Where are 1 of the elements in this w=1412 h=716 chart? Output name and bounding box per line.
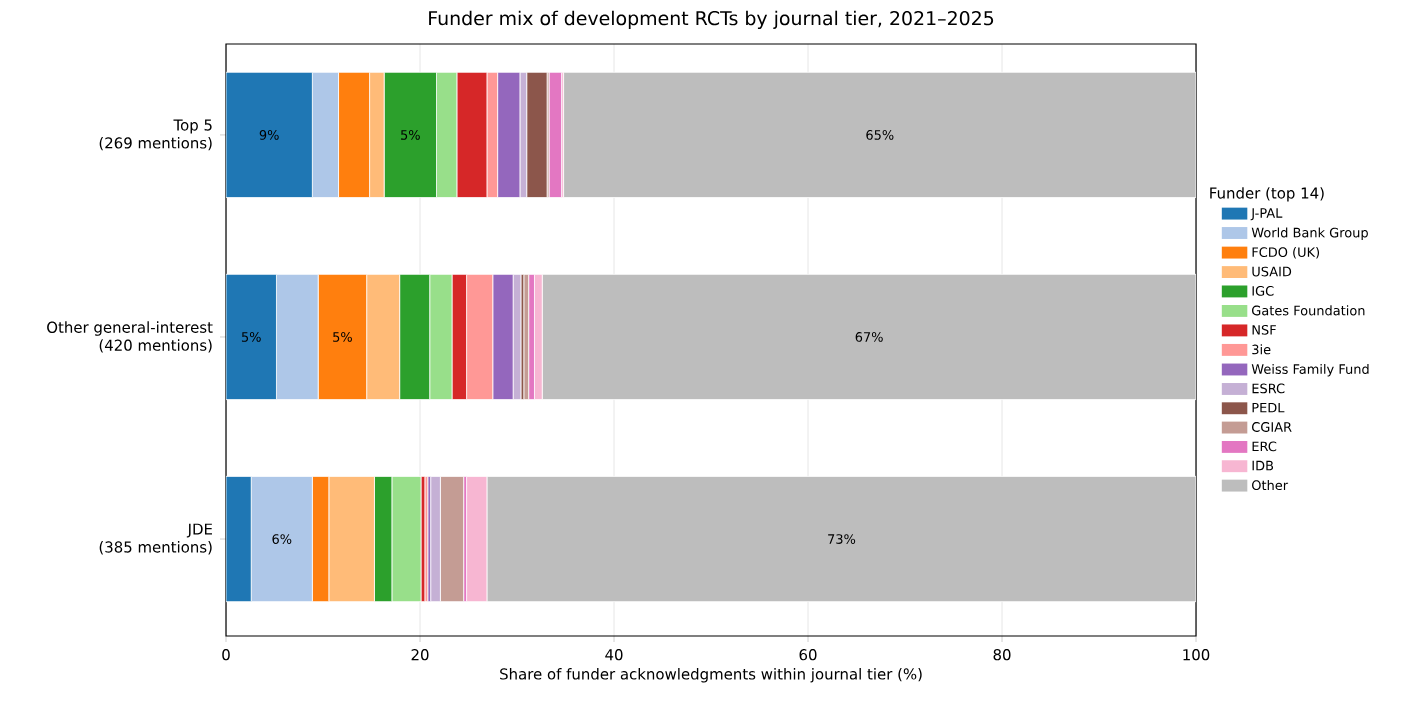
chart-title: Funder mix of development RCTs by journal tier, 2021–2025 [429,10,994,29]
